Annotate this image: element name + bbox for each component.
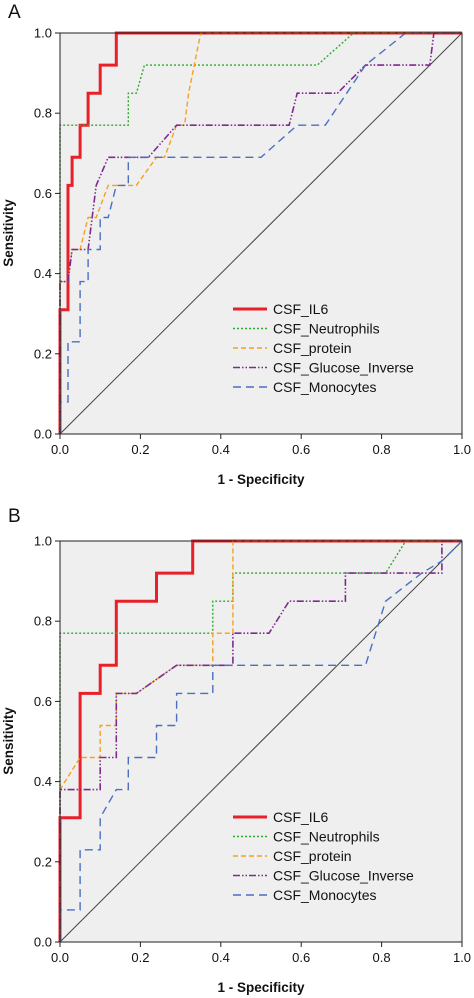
- series-line-csf-glucose-inverse: [59, 32, 462, 434]
- series-line-csf-neutrophils: [59, 32, 462, 434]
- y-axis-title: Sensitivity: [1, 707, 16, 775]
- y-tick-label: 1.0: [34, 26, 52, 41]
- x-tick-label: 0.0: [51, 950, 69, 965]
- legend-label: CSF_protein: [273, 848, 352, 864]
- x-tick-label: 0.8: [373, 442, 391, 457]
- panel-a: A 0.0 0.2 0.4 0.6 0.8 1.0 0.0 0.2 0.4 0.6 0.8 1.0 1 -…: [1, 2, 471, 487]
- y-tick-label: 1.0: [34, 534, 52, 549]
- reference-diagonal: [59, 540, 463, 943]
- plot-frame: [59, 32, 463, 435]
- x-tick-label: 0.6: [292, 442, 310, 457]
- series-line-csf-monocytes: [59, 540, 463, 942]
- y-tick-label: 0.0: [34, 427, 52, 442]
- legend-label: CSF_Monocytes: [273, 379, 376, 395]
- x-tick-label: 0.2: [131, 950, 149, 965]
- y-tick-label: 0.6: [34, 186, 52, 201]
- legend-label: CSF_Neutrophils: [273, 829, 380, 845]
- y-tick-label: 0.0: [34, 935, 52, 950]
- x-tick-label: 0.6: [292, 950, 310, 965]
- y-axis-title: Sensitivity: [1, 199, 16, 267]
- y-tick-label: 0.4: [34, 266, 52, 281]
- series-line-csf-protein: [59, 540, 462, 942]
- y-tick-label: 0.6: [34, 694, 52, 709]
- y-tick-label: 0.2: [34, 854, 52, 869]
- y-tick-label: 0.2: [34, 346, 52, 361]
- x-tick-label: 0.4: [212, 950, 230, 965]
- x-tick-label: 0.2: [131, 442, 149, 457]
- legend-label: CSF_Glucose_Inverse: [273, 360, 414, 376]
- legend-label: CSF_protein: [273, 340, 352, 356]
- legend-label: CSF_IL6: [273, 809, 328, 825]
- x-tick-label: 0.0: [51, 442, 69, 457]
- legend-label: CSF_Neutrophils: [273, 321, 380, 337]
- panel-label: B: [8, 506, 21, 527]
- legend: CSF_IL6 CSF_Neutrophils CSF_protein CSF_Glu…: [233, 301, 414, 395]
- x-axis-title: 1 - Specificity: [217, 472, 305, 487]
- legend-label: CSF_Monocytes: [273, 887, 376, 903]
- y-tick-label: 0.8: [34, 106, 52, 121]
- x-tick-label: 0.4: [212, 442, 230, 457]
- x-axis-title: 1 - Specificity: [217, 980, 305, 995]
- series-line-csf-monocytes: [59, 32, 462, 434]
- panel-label: A: [8, 2, 21, 23]
- reference-diagonal: [59, 32, 463, 435]
- x-tick-label: 1.0: [453, 442, 471, 457]
- legend: CSF_IL6 CSF_Neutrophils CSF_protein CSF_Glu…: [233, 809, 414, 903]
- x-tick-label: 1.0: [453, 950, 471, 965]
- y-tick-label: 0.4: [34, 774, 52, 789]
- series-line-csf-il6: [58, 539, 462, 942]
- plot-frame: [59, 540, 463, 943]
- legend-label: CSF_IL6: [273, 301, 328, 317]
- y-tick-label: 0.8: [34, 614, 52, 629]
- legend-label: CSF_Glucose_Inverse: [273, 868, 414, 884]
- series-line-csf-glucose-inverse: [59, 540, 462, 942]
- x-tick-label: 0.8: [373, 950, 391, 965]
- panel-b: B 0.0 0.2 0.4 0.6 0.8 1.0 0.0 0.2 0.4 0.6 0.8 1.0 1 -…: [1, 506, 471, 995]
